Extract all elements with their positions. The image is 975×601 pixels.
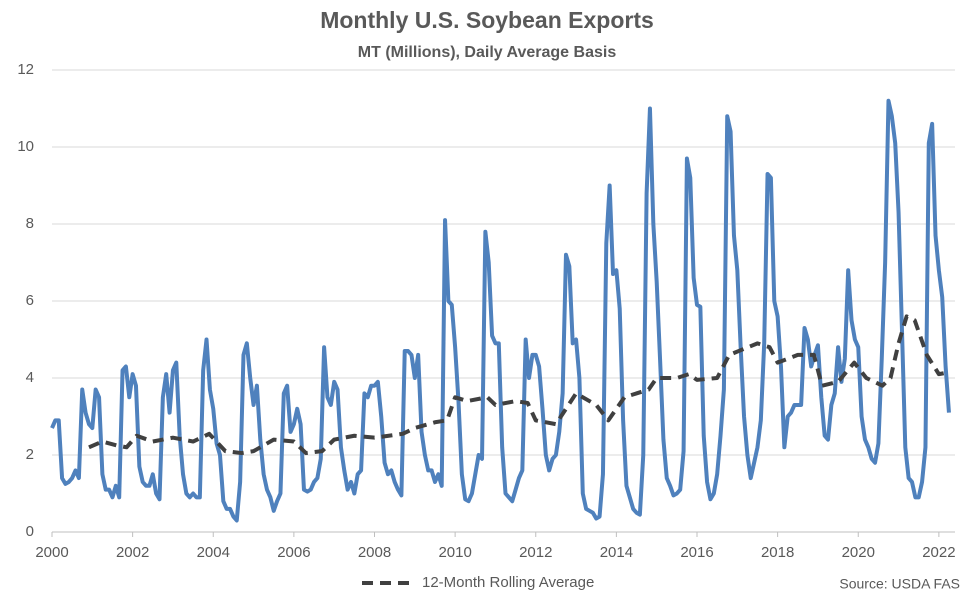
x-tick-label: 2010 bbox=[438, 544, 471, 561]
y-tick-label: 8 bbox=[26, 215, 34, 232]
x-tick-label: 2000 bbox=[35, 544, 68, 561]
y-tick-label: 12 bbox=[17, 61, 34, 78]
x-tick-label: 2020 bbox=[842, 544, 875, 561]
y-tick-label: 10 bbox=[17, 138, 34, 155]
y-tick-label: 4 bbox=[26, 369, 34, 386]
x-tick-label: 2002 bbox=[116, 544, 149, 561]
y-tick-label: 6 bbox=[26, 292, 34, 309]
x-tick-label: 2006 bbox=[277, 544, 310, 561]
legend-label: 12-Month Rolling Average bbox=[422, 574, 594, 591]
x-tick-label: 2008 bbox=[358, 544, 391, 561]
x-tick-label: 2004 bbox=[197, 544, 230, 561]
x-tick-label: 2018 bbox=[761, 544, 794, 561]
source-note: Source: USDA FAS bbox=[839, 576, 960, 592]
chart-subtitle: MT (Millions), Daily Average Basis bbox=[358, 44, 617, 61]
x-tick-label: 2012 bbox=[519, 544, 552, 561]
rolling-average-line bbox=[88, 314, 950, 456]
y-tick-label: 0 bbox=[26, 523, 34, 540]
x-tick-label: 2014 bbox=[600, 544, 633, 561]
x-tick-label: 2016 bbox=[680, 544, 713, 561]
exports-line bbox=[50, 98, 951, 523]
x-tick-label: 2022 bbox=[922, 544, 955, 561]
chart-title: Monthly U.S. Soybean Exports bbox=[320, 7, 654, 33]
y-tick-label: 2 bbox=[26, 446, 34, 463]
